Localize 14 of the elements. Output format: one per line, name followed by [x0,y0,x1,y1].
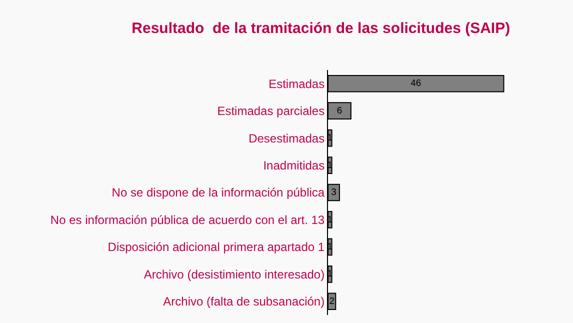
y-tick-label: No se dispone de la información pública [112,186,325,200]
data-label: 46 [410,78,422,90]
y-tick-label: Desestimadas [248,131,325,146]
y-tick-label: Inadmitidas [263,158,325,172]
y-tick-label: Archivo (desistimiento interesado) [144,267,325,282]
data-label: 3 [331,187,336,198]
y-tick-label: Archivo (falta de subsanación) [163,294,325,309]
y-tick-label: Estimadas [268,76,325,91]
data-label: 2 [329,296,334,307]
y-tick-label: No es información pública de acuerdo con el art. 13 [50,212,325,227]
y-tick-label: Estimadas parciales [217,104,325,118]
y-tick-label: Disposición adicional primera apartado 1 [108,240,325,254]
chart-title: Resultado de la tramitación de las solicitudes (SAIP) [132,20,510,38]
data-label: 6 [336,105,342,116]
